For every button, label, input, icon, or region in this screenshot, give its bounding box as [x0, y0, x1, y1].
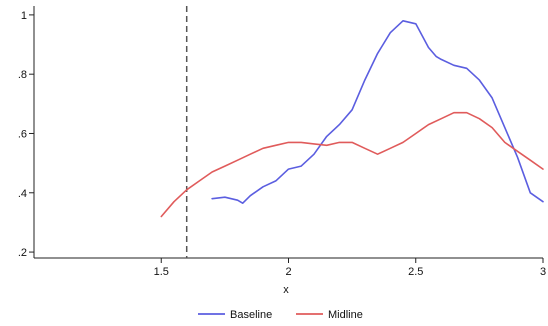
x-axis-title: x: [283, 284, 289, 296]
x-tick-label: 3: [540, 266, 546, 278]
series-lines: [160, 20, 544, 218]
x-tick-label: 2.5: [408, 266, 423, 278]
x-tick-label: 2: [285, 266, 291, 278]
legend: Baseline Midline: [198, 309, 363, 321]
y-tick-label: .6: [18, 128, 27, 140]
y-tick-label: 1: [21, 10, 27, 22]
x-axis-ticks: 1.5 2 2.5 3: [154, 258, 546, 278]
legend-label-midline: Midline: [328, 309, 363, 321]
x-tick-label: 1.5: [154, 266, 169, 278]
series-line-baseline: [211, 20, 544, 204]
legend-label-baseline: Baseline: [230, 309, 272, 321]
y-tick-label: .4: [18, 188, 27, 200]
y-tick-label: .2: [18, 247, 27, 259]
y-tick-label: .8: [18, 69, 27, 81]
plot-area: .2 .4 .6 .8 1 1.5 2 2.5 3: [18, 6, 546, 278]
y-axis-ticks: .2 .4 .6 .8 1: [18, 10, 34, 259]
series-line-midline: [160, 111, 544, 218]
